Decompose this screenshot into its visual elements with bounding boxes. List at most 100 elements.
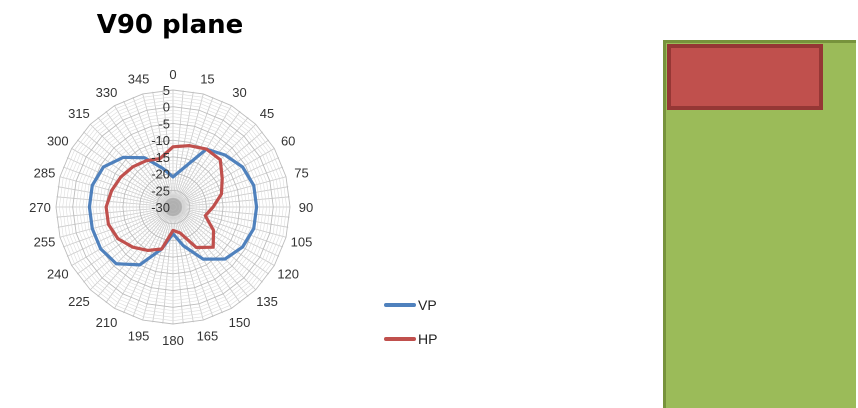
grid-spoke — [71, 206, 174, 266]
grid-spoke — [172, 206, 223, 314]
grid-spoke — [56, 196, 174, 208]
angle-tick-label: 45 — [260, 106, 274, 121]
grid-spoke — [152, 91, 174, 208]
polar-center — [164, 198, 182, 216]
radial-tick-label: 0 — [163, 100, 170, 115]
legend-item-vp: VP — [384, 294, 437, 316]
angle-tick-label: 0 — [169, 67, 176, 82]
grid-spoke — [172, 206, 275, 266]
label-layer: 0 15 30 45 60 75 90 105 120 135 150 165 180 195 210 225… — [29, 67, 313, 348]
angle-tick-label: 345 — [128, 72, 150, 87]
grid-spoke — [172, 90, 184, 208]
grid-spoke — [89, 206, 174, 291]
grid-spoke — [172, 206, 284, 248]
angle-tick-label: 135 — [256, 294, 278, 309]
grid-spoke — [172, 206, 280, 257]
angle-tick-label: 120 — [277, 267, 299, 282]
grid-spoke — [172, 206, 263, 283]
grid-spoke — [172, 100, 223, 208]
grid-spoke — [57, 206, 174, 228]
grid-ring — [125, 159, 221, 255]
grid-spoke — [172, 117, 249, 208]
legend-label-vp: VP — [418, 297, 437, 313]
grid-spoke — [172, 206, 241, 304]
grid-ring — [119, 153, 227, 261]
grid-spoke — [62, 166, 174, 208]
grid-ring — [162, 196, 184, 218]
radial-tick-label: -30 — [151, 200, 170, 215]
grid-ring — [109, 143, 237, 271]
grid-spoke — [123, 100, 174, 208]
radial-tick-label: -15 — [151, 150, 170, 165]
green-panel — [663, 40, 858, 408]
angle-tick-label: 165 — [197, 328, 219, 343]
legend-swatch-hp — [384, 337, 416, 341]
grid-spoke — [172, 206, 287, 238]
grid-spoke — [59, 176, 174, 208]
angle-tick-label: 30 — [232, 85, 246, 100]
grid-spoke — [172, 196, 290, 208]
grid-ring — [88, 122, 258, 292]
angle-tick-label: 60 — [281, 134, 295, 149]
grid-ring — [159, 193, 187, 221]
grid-spoke — [172, 186, 289, 208]
angle-tick-label: 210 — [96, 315, 118, 330]
grid-ring — [59, 93, 287, 321]
angle-tick-label: 75 — [294, 166, 308, 181]
polar-grid — [55, 89, 291, 325]
grid-spoke — [152, 206, 174, 323]
grid-ring — [122, 156, 224, 258]
grid-ring — [82, 116, 264, 298]
grid-ring — [65, 99, 281, 315]
angle-tick-label: 180 — [162, 333, 184, 348]
angle-tick-label: 15 — [200, 72, 214, 87]
grid-ring — [132, 166, 214, 248]
radial-tick-label: -5 — [158, 116, 170, 131]
grid-spoke — [172, 91, 194, 208]
grid-spoke — [89, 123, 174, 208]
grid-spoke — [162, 206, 174, 324]
grid-ring — [142, 176, 204, 238]
angle-tick-label: 195 — [128, 328, 150, 343]
grid-spoke — [172, 206, 249, 297]
grid-spoke — [142, 93, 174, 208]
red-block — [667, 44, 823, 110]
grid-ring — [155, 189, 191, 225]
grid-ring — [99, 133, 247, 281]
grid-spoke — [56, 206, 174, 218]
grid-spoke — [66, 157, 174, 208]
grid-spoke — [97, 206, 174, 297]
grid-spoke — [172, 206, 214, 318]
grid-spoke — [172, 206, 194, 323]
angle-tick-label: 150 — [229, 315, 251, 330]
grid-spoke — [172, 110, 241, 208]
grid-ring — [72, 106, 274, 308]
grid-spoke — [172, 206, 290, 218]
grid-spoke — [59, 206, 174, 238]
grid-ring — [79, 113, 267, 301]
angle-tick-label: 255 — [34, 234, 56, 249]
series-layer — [87, 144, 259, 267]
grid-spoke — [172, 206, 289, 228]
grid-ring — [105, 139, 241, 275]
polar-chart: 0 15 30 45 60 75 90 105 120 135 150 165 180 195 210 225… — [29, 67, 313, 348]
legend-item-hp: HP — [384, 328, 437, 350]
grid-spoke — [172, 206, 257, 291]
grid-spoke — [172, 157, 280, 208]
grid-ring — [75, 109, 271, 305]
angle-tick-label: 240 — [47, 267, 69, 282]
grid-spoke — [172, 96, 214, 208]
grid-spoke — [76, 206, 174, 275]
grid-ring — [62, 96, 284, 318]
angle-tick-label: 300 — [47, 134, 69, 149]
grid-spoke — [172, 123, 257, 208]
grid-spoke — [132, 206, 174, 318]
grid-ring — [135, 169, 211, 245]
radial-tick-label: -20 — [151, 167, 170, 182]
angle-tick-label: 285 — [34, 166, 56, 181]
legend-label-hp: HP — [418, 331, 438, 347]
radial-tick-label: -25 — [151, 183, 170, 198]
grid-ring — [55, 89, 291, 325]
grid-spoke — [172, 131, 263, 208]
legend-swatch-vp — [384, 303, 416, 307]
